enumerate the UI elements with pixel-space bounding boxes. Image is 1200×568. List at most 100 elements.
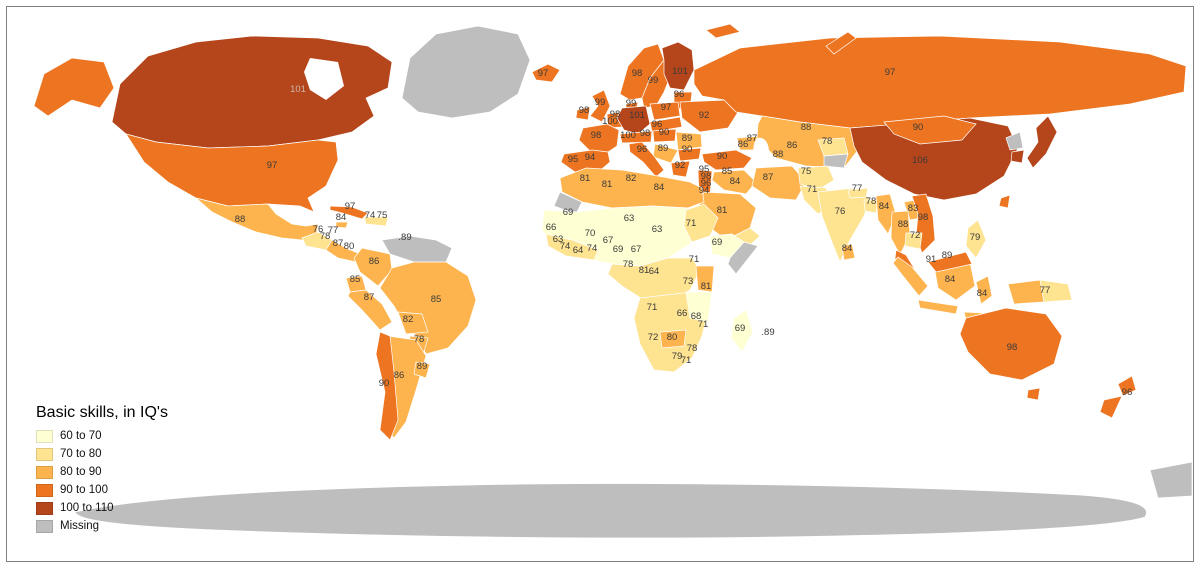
value-label-dr-congo: 71 bbox=[647, 302, 658, 313]
region-sumatra bbox=[892, 256, 929, 297]
region-hungary bbox=[652, 128, 677, 143]
value-label-belgium: 100 bbox=[602, 116, 618, 127]
legend-label-missing: Missing bbox=[60, 520, 99, 532]
value-label-estonia: 96 bbox=[674, 89, 685, 100]
value-label-gabon: 78 bbox=[623, 259, 634, 270]
region-tasmania bbox=[1026, 387, 1041, 401]
legend-swatch-b3 bbox=[36, 465, 53, 479]
region-antarctica-east bbox=[1149, 461, 1193, 499]
region-czech-slovakia bbox=[649, 116, 683, 133]
legend-label-b4: 90 to 100 bbox=[60, 484, 108, 496]
value-label-colombia: 86 bbox=[369, 256, 380, 267]
value-label-ukraine: 92 bbox=[699, 110, 710, 121]
value-label-uzbekistan: 86 bbox=[787, 140, 798, 151]
region-afghanistan bbox=[797, 165, 835, 191]
region-sri-lanka bbox=[841, 243, 856, 261]
value-label-ethiopia: 69 bbox=[712, 237, 723, 248]
legend-swatch-b1 bbox=[36, 429, 53, 443]
value-label-malawi: 71 bbox=[698, 319, 709, 330]
value-label-united-states: 97 bbox=[267, 160, 278, 171]
region-svalbard bbox=[705, 23, 741, 39]
value-label-mexico: 88 bbox=[235, 214, 246, 225]
value-label-canada: 101 bbox=[290, 84, 306, 95]
region-new-guinea-west bbox=[1007, 279, 1045, 305]
value-label-turkey: 90 bbox=[717, 151, 728, 162]
region-jamaica bbox=[335, 221, 349, 229]
value-label-china: 106 bbox=[912, 155, 928, 166]
legend-label-b2: 70 to 80 bbox=[60, 448, 102, 460]
value-label-botswana: 79 bbox=[672, 351, 683, 362]
legend-swatch-missing bbox=[36, 519, 53, 533]
value-label-bolivia: 82 bbox=[403, 314, 414, 325]
region-iberia bbox=[560, 149, 611, 175]
region-ireland bbox=[575, 106, 591, 121]
value-label-india: 76 bbox=[835, 206, 846, 217]
value-label-uruguay: 89 bbox=[417, 361, 428, 372]
value-label-australia: 98 bbox=[1007, 342, 1018, 353]
value-label-ireland: 98 bbox=[579, 105, 590, 116]
region-north-korea bbox=[1005, 131, 1024, 151]
region-papua-new-guinea bbox=[1039, 279, 1073, 303]
value-label-bulgaria: 90 bbox=[682, 144, 693, 155]
region-madagascar bbox=[730, 309, 754, 353]
value-label-united-kingdom: 99 bbox=[595, 97, 606, 108]
value-label-netherlands: 98 bbox=[610, 109, 621, 120]
region-zambia bbox=[659, 329, 687, 349]
region-syria-iraq bbox=[711, 169, 757, 195]
value-label-algeria: 81 bbox=[602, 179, 613, 190]
value-label-kazakhstan: 88 bbox=[801, 122, 812, 133]
legend-item-b3: 80 to 90 bbox=[36, 463, 168, 481]
value-label-bangladesh: 78 bbox=[866, 196, 877, 207]
value-label-cyprus: 95 bbox=[699, 164, 710, 175]
value-label-sierra-leone: 64 bbox=[573, 245, 584, 256]
value-label-central-african-republic: 64 bbox=[649, 266, 660, 277]
value-label-libya: 82 bbox=[626, 173, 637, 184]
value-label-philippines: 79 bbox=[970, 232, 981, 243]
legend-item-missing: Missing bbox=[36, 517, 168, 535]
region-novaya-zemlya bbox=[825, 31, 857, 55]
region-canada bbox=[111, 35, 393, 149]
legend-title: Basic skills, in IQ's bbox=[36, 404, 168, 421]
region-philippines bbox=[965, 219, 987, 259]
value-label-kyrgyzstan: 78 bbox=[822, 136, 833, 147]
value-label-guatemala: 76 bbox=[313, 224, 324, 235]
region-mexico bbox=[195, 197, 319, 241]
value-label-austria: 98 bbox=[640, 128, 651, 139]
value-label-greece: 92 bbox=[675, 160, 686, 171]
region-cambodia bbox=[904, 232, 923, 250]
value-label-norway: 98 bbox=[632, 68, 643, 79]
value-label-myanmar: 84 bbox=[879, 201, 890, 212]
value-label-pakistan: 71 bbox=[807, 184, 818, 195]
legend-swatch-b4 bbox=[36, 483, 53, 497]
value-label-denmark: 99 bbox=[626, 98, 637, 109]
region-iceland bbox=[531, 63, 561, 83]
value-label-senegal: 66 bbox=[546, 222, 557, 233]
value-label-dominican-republic: 75 bbox=[377, 210, 388, 221]
value-label-georgia: 87 bbox=[747, 133, 758, 144]
value-label-angola: 72 bbox=[648, 332, 659, 343]
value-label-zimbabwe: 78 bbox=[687, 343, 698, 354]
region-south-korea bbox=[1010, 149, 1025, 164]
legend-item-b2: 70 to 80 bbox=[36, 445, 168, 463]
value-label-guinea-bissau: 63 bbox=[553, 234, 564, 245]
value-label-sudan: 71 bbox=[686, 218, 697, 229]
region-australia bbox=[959, 307, 1063, 381]
value-label-lebanon: 98 bbox=[701, 171, 712, 182]
value-label-chile: 90 bbox=[379, 378, 390, 389]
value-label-laos: 83 bbox=[908, 203, 919, 214]
value-label-rwanda: 73 bbox=[683, 276, 694, 287]
value-label-chad: 63 bbox=[652, 224, 663, 235]
region-peru bbox=[347, 289, 393, 331]
region-turkey bbox=[701, 149, 753, 171]
legend-item-b1: 60 to 70 bbox=[36, 427, 168, 445]
value-label-kenya: 81 bbox=[701, 281, 712, 292]
region-poland bbox=[649, 101, 681, 121]
value-label-egypt: 84 bbox=[654, 182, 665, 193]
value-label-south-africa: 71 bbox=[681, 355, 692, 366]
value-label-brunei: 89 bbox=[942, 250, 953, 261]
region-tajikistan bbox=[823, 153, 849, 169]
region-caspian-sea bbox=[753, 137, 770, 168]
value-label-cameroon: 81 bbox=[639, 265, 650, 276]
